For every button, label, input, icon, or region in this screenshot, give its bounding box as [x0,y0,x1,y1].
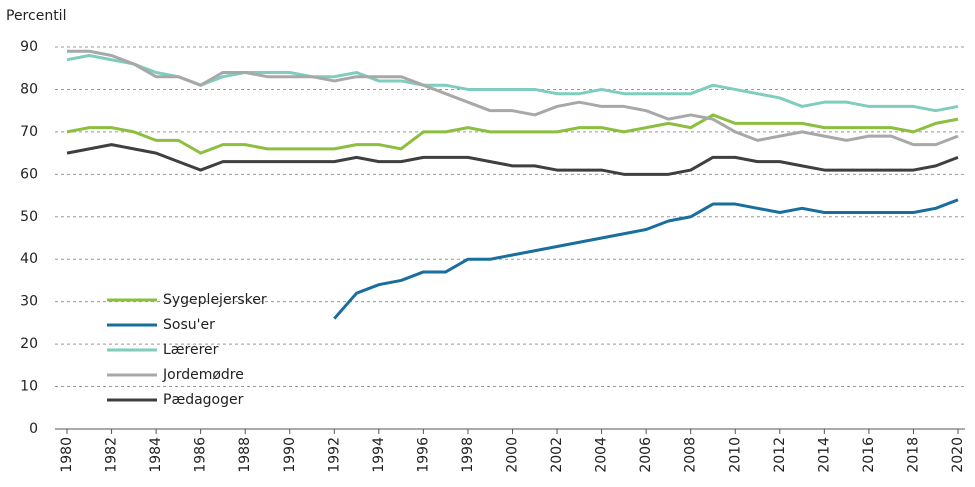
x-tick-label: 2004 [594,437,610,473]
x-tick-label: 2006 [638,437,654,473]
x-tick-label: 1992 [326,437,342,473]
x-tick-label: 2008 [683,437,699,473]
x-tick-label: 1984 [148,437,164,473]
y-tick-label: 30 [20,294,38,310]
x-tick-label: 2012 [772,437,788,473]
series-line [66,53,959,113]
x-tick-label: 1986 [193,437,209,473]
legend-label: Sosu'er [163,317,215,333]
y-tick-label: 50 [20,209,38,225]
legend-label: Pædagoger [163,392,244,408]
y-tick-label: 80 [20,81,38,97]
series-line [67,49,959,147]
x-tick-label: 1982 [104,437,120,473]
x-tick-label: 2000 [505,437,521,473]
y-tick-label: 40 [20,251,38,267]
x-tick-label: 2018 [905,437,921,473]
x-tick-label: 1980 [59,437,75,473]
y-tick-label: 90 [20,39,38,55]
x-tick-label: 2002 [549,437,565,473]
x-tick-label: 1994 [371,437,387,473]
series-line [66,113,959,155]
series-line [66,143,959,176]
x-tick-label: 1998 [460,437,476,473]
legend-label: Lærerer [163,342,219,358]
x-tick-label: 2010 [727,437,743,473]
x-tick-label: 2014 [816,437,832,473]
y-tick-label: 20 [20,336,38,352]
y-tick-label: 70 [20,124,38,140]
x-tick-label: 1990 [282,437,298,473]
y-tick-label: 10 [20,379,38,395]
legend-label: Jordemødre [162,367,244,383]
x-tick-label: 1988 [237,437,253,473]
x-tick-label: 1996 [415,437,431,473]
x-tick-label: 2016 [861,437,877,473]
y-axis-label: Percentil [6,8,66,24]
series-line [333,198,959,320]
y-tick-label: 60 [20,166,38,182]
y-tick-label: 0 [29,421,38,437]
legend-label: Sygeplejersker [163,292,267,308]
x-tick-label: 2020 [950,437,966,473]
